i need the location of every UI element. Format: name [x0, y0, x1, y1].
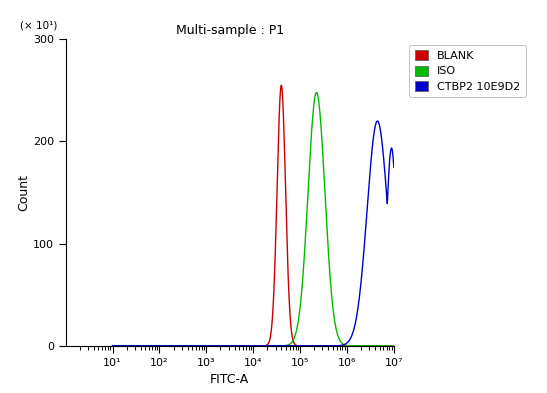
Text: (× 10¹): (× 10¹) [20, 20, 57, 30]
X-axis label: FITC-A: FITC-A [210, 373, 249, 386]
Legend: BLANK, ISO, CTBP2 10E9D2: BLANK, ISO, CTBP2 10E9D2 [409, 45, 526, 97]
Y-axis label: Count: Count [17, 174, 30, 211]
Title: Multi-sample : P1: Multi-sample : P1 [176, 24, 284, 37]
